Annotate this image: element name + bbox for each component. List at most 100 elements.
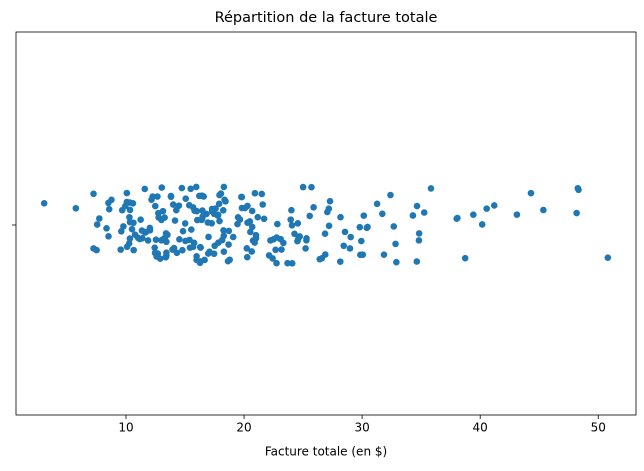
point xyxy=(123,243,131,251)
point xyxy=(187,185,194,193)
point xyxy=(427,185,435,192)
point xyxy=(413,258,421,265)
point xyxy=(200,193,207,200)
point xyxy=(126,206,134,214)
point xyxy=(413,202,421,210)
point xyxy=(178,184,186,192)
point xyxy=(105,205,113,213)
point xyxy=(387,191,394,199)
point xyxy=(358,237,365,245)
point xyxy=(325,205,333,212)
point xyxy=(189,204,197,211)
point xyxy=(128,225,136,233)
point xyxy=(96,215,103,222)
point xyxy=(103,225,110,232)
point xyxy=(294,237,301,245)
point xyxy=(187,226,195,233)
point xyxy=(154,193,161,200)
point xyxy=(199,207,206,214)
point xyxy=(470,211,477,218)
point xyxy=(308,183,315,191)
point xyxy=(171,217,179,224)
point xyxy=(490,202,498,209)
point xyxy=(340,242,348,250)
x-tick-label: 20 xyxy=(236,421,251,435)
point xyxy=(181,220,189,227)
point xyxy=(321,230,329,238)
point xyxy=(379,210,386,218)
x-tick-label: 30 xyxy=(354,421,369,435)
point xyxy=(288,259,296,267)
point xyxy=(126,213,133,221)
point xyxy=(189,243,197,251)
point xyxy=(341,228,349,236)
point xyxy=(302,245,309,252)
point xyxy=(179,227,187,235)
point xyxy=(346,245,354,252)
point xyxy=(356,223,364,231)
point xyxy=(246,219,253,226)
point xyxy=(299,183,307,191)
point xyxy=(251,239,258,246)
point xyxy=(272,246,279,254)
point xyxy=(217,190,225,197)
point xyxy=(93,246,100,254)
x-tick-label: 40 xyxy=(473,421,488,435)
chart-title: Répartition de la facture totale xyxy=(215,10,438,26)
point xyxy=(604,254,612,262)
point xyxy=(238,193,246,201)
point xyxy=(141,229,149,236)
point xyxy=(540,206,547,214)
point xyxy=(208,219,216,227)
point xyxy=(288,206,295,214)
point xyxy=(126,235,134,242)
point xyxy=(575,186,582,194)
point xyxy=(151,202,159,210)
point xyxy=(117,228,125,235)
point xyxy=(415,237,423,244)
point xyxy=(117,246,124,253)
point xyxy=(288,222,296,229)
point xyxy=(243,253,251,261)
point xyxy=(226,256,233,264)
point xyxy=(167,192,175,200)
point xyxy=(225,241,232,248)
point xyxy=(273,259,280,267)
point xyxy=(243,245,251,252)
point xyxy=(260,215,268,223)
point xyxy=(197,244,204,251)
point xyxy=(229,233,237,241)
point xyxy=(325,222,333,230)
point xyxy=(303,237,310,244)
point xyxy=(137,216,144,223)
point xyxy=(259,201,267,208)
point xyxy=(277,235,284,243)
point xyxy=(220,183,228,191)
point xyxy=(136,235,144,243)
point xyxy=(90,190,97,198)
point xyxy=(170,244,178,252)
point xyxy=(265,252,273,259)
point xyxy=(206,248,213,256)
point xyxy=(291,230,298,238)
point xyxy=(151,244,158,251)
point xyxy=(380,251,388,259)
point xyxy=(318,255,326,262)
point xyxy=(393,258,400,266)
point xyxy=(454,214,461,222)
point xyxy=(274,220,281,228)
point xyxy=(161,214,168,221)
point xyxy=(254,213,262,221)
point xyxy=(409,212,417,219)
point xyxy=(478,221,486,228)
point xyxy=(360,212,368,219)
point xyxy=(129,200,137,207)
point xyxy=(310,203,317,211)
point xyxy=(198,216,205,224)
point xyxy=(153,253,160,260)
point xyxy=(152,236,160,244)
point xyxy=(359,251,367,258)
point xyxy=(196,259,204,267)
point xyxy=(347,233,354,241)
point xyxy=(169,201,177,208)
